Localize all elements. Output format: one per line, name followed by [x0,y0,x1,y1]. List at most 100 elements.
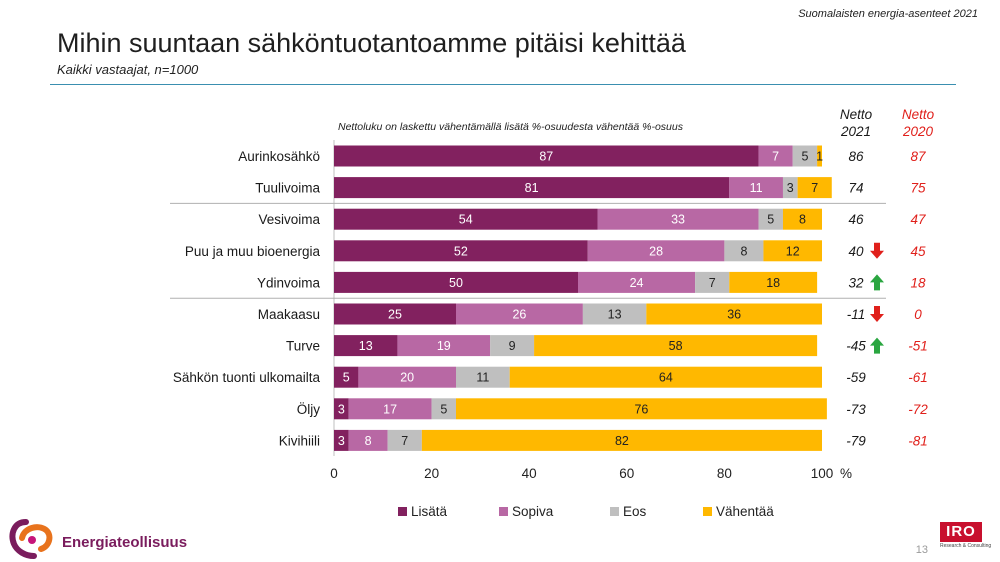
category-label: Ydinvoima [257,275,321,290]
data-label: 13 [608,308,622,322]
legend-swatch [499,507,508,516]
bar-segment [334,208,598,230]
x-tick-label: 40 [522,466,537,481]
data-label: 54 [459,213,473,227]
net-value: 46 [848,212,864,227]
page-number: 13 [915,544,928,556]
data-label: 11 [476,371,489,385]
data-label: 8 [799,213,806,227]
data-label: 24 [630,276,644,290]
data-label: 17 [383,402,397,416]
data-label: 26 [512,308,526,322]
bar-segment [348,429,388,451]
bar-segment [334,429,349,451]
net-value: 40 [848,244,864,259]
data-label: 7 [772,150,779,164]
bar-segment [334,398,349,420]
bar-segment [587,240,725,262]
data-label: 7 [401,434,408,448]
category-label: Puu ja muu bioenergia [185,244,321,259]
trend-up-arrow-icon [870,337,884,354]
bar-segment [431,398,456,420]
net-value: -51 [908,339,928,354]
trend-down-arrow-icon [870,242,884,259]
data-label: 82 [615,434,629,448]
data-label: 81 [525,181,539,195]
category-label: Vesivoima [258,212,320,227]
bar-segment [646,303,822,325]
data-label: 7 [709,276,716,290]
data-label: 5 [343,371,350,385]
data-label: 76 [634,402,648,416]
bar-segment [334,335,398,357]
data-label: 13 [359,339,373,353]
data-label: 64 [659,371,673,385]
bar-segment [490,335,535,357]
category-label: Turve [286,339,320,354]
data-label: 52 [454,244,468,258]
category-label: Öljy [297,402,320,417]
data-label: 5 [440,402,447,416]
x-tick-label: 100 [811,466,834,481]
net-column-header: 2020 [902,124,934,139]
bar-segment [456,398,827,420]
trend-down-arrow-icon [870,306,884,322]
bar-segment [334,366,359,388]
net-value: -79 [846,433,866,448]
legend-swatch [703,507,712,516]
data-label: 3 [787,181,794,195]
bar-segment [456,303,583,325]
data-label: 11 [750,181,763,195]
bar-segment [387,429,422,451]
bar-segment [334,145,759,167]
data-label: 20 [400,371,414,385]
bar-segment [695,271,730,293]
legend-label: Vähentää [716,504,774,519]
legend-label: Lisätä [411,504,448,519]
net-value: -61 [908,370,928,385]
net-value: -73 [846,402,866,417]
bar-segment [334,303,456,325]
net-value: -45 [846,339,866,354]
page-subtitle: Kaikki vastaajat, n=1000 [57,62,199,77]
net-value: -59 [846,370,866,385]
bar-segment [597,208,759,230]
bar-segment [817,145,822,167]
bar-segment [421,429,822,451]
iro-logo-text: IRO [940,522,982,542]
page-title: Mihin suuntaan sähköntuotantoamme pitäis… [57,28,686,58]
data-label: 3 [338,402,345,416]
legend-label: Eos [623,504,647,519]
bar-segment [534,335,818,357]
bar-segment [724,240,764,262]
data-label: 87 [539,150,553,164]
net-value: 87 [910,149,926,164]
net-column-header: 2021 [840,124,871,139]
category-label: Aurinkosähkö [238,149,320,164]
x-axis-unit: % [840,466,852,481]
bar-segment [334,177,730,199]
iro-logo: IRO Research & Consulting [940,522,991,552]
category-label: Maakaasu [258,307,320,322]
trend-up-arrow-icon [870,274,884,291]
net-value: 47 [910,212,926,227]
bar-segment [729,271,818,293]
data-label: 25 [388,308,402,322]
x-tick-label: 0 [330,466,338,481]
x-tick-label: 60 [619,466,634,481]
data-label: 28 [649,244,663,258]
bar-segment [509,366,822,388]
net-value: -11 [847,307,866,322]
data-label: 50 [449,276,463,290]
net-column-header: Netto [840,107,873,122]
bar-segment [397,335,491,357]
bar-segment [797,177,832,199]
data-label: 1 [816,150,823,164]
bar-segment [792,145,818,167]
survey-name: Suomalaisten energia-asenteet 2021 [798,8,978,20]
data-label: 19 [437,339,451,353]
bar-segment [334,240,588,262]
bar-segment [582,303,647,325]
net-value: -81 [908,433,928,448]
title-divider [50,84,956,85]
